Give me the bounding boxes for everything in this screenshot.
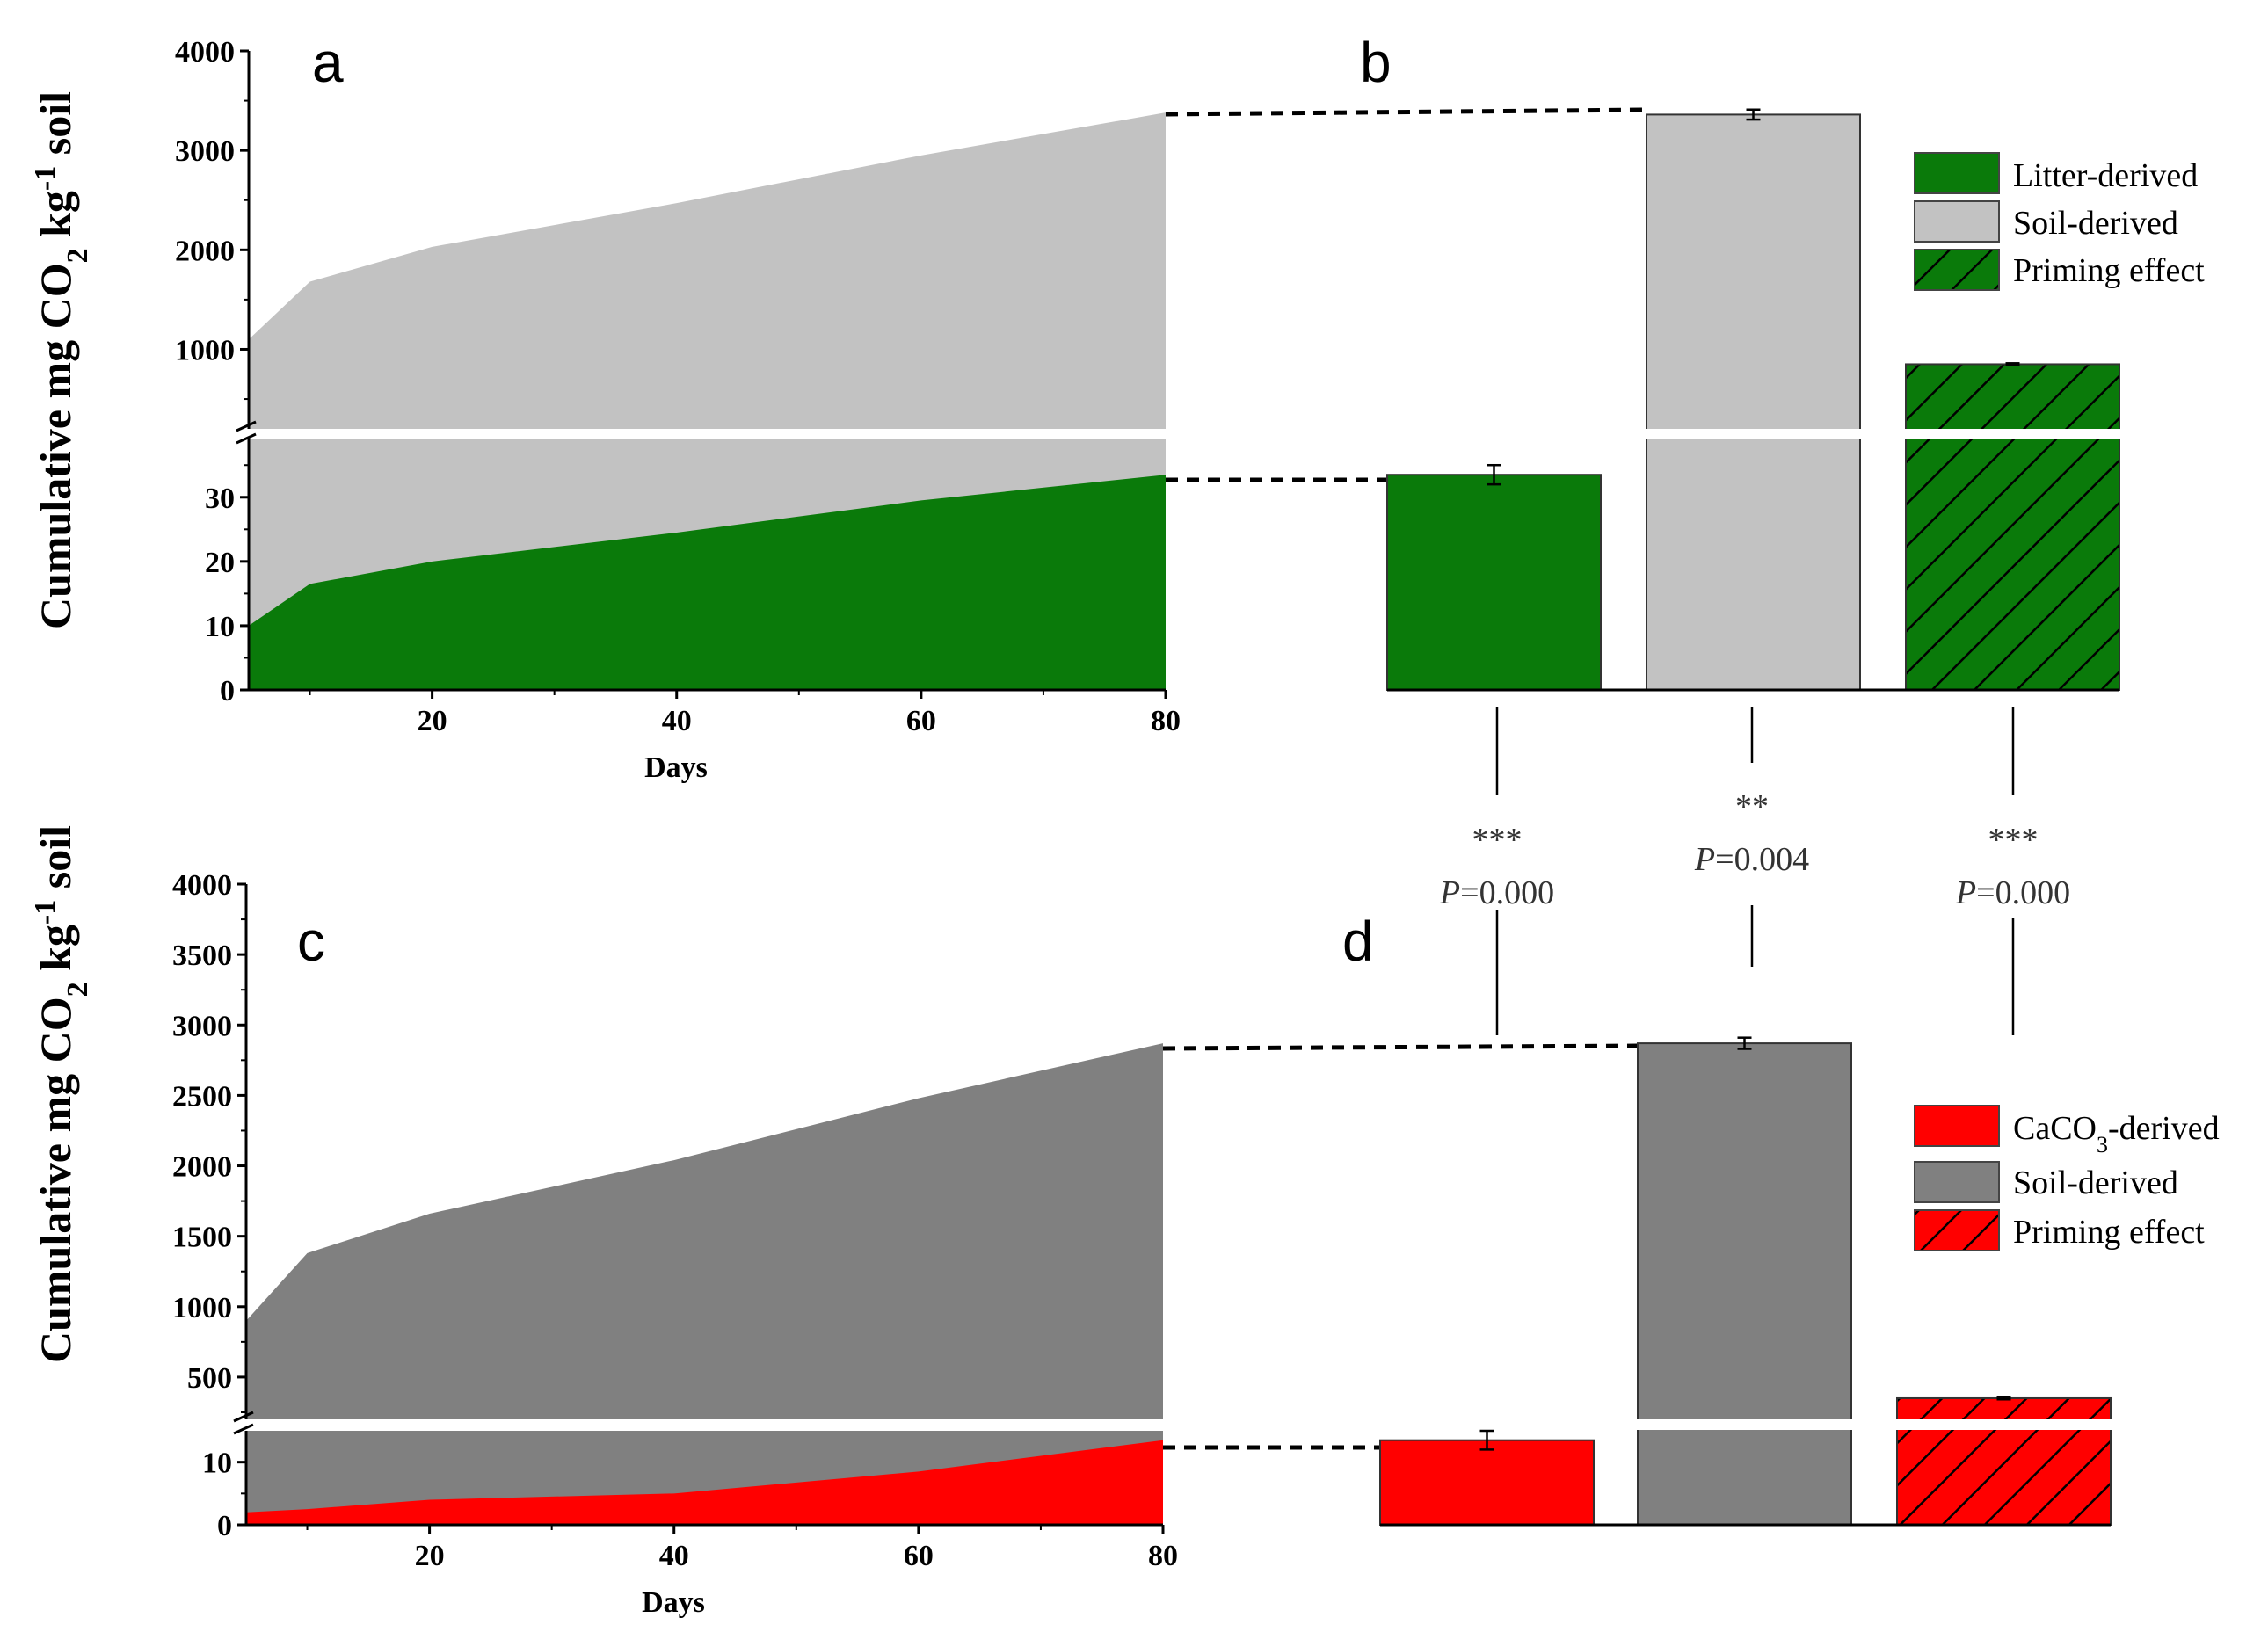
y-axis-label-c: Cumulative mg CO2 kg-1 soil: [29, 825, 94, 1363]
axis-break-mark: [236, 432, 257, 445]
y-tick-label: 0: [220, 675, 235, 707]
x-tick-label: 40: [659, 1540, 689, 1572]
bar-litter-derived: [1386, 474, 1602, 692]
y-tick-label: 4000: [175, 36, 235, 69]
legend-label-soil-d: Soil-derived: [2013, 1164, 2178, 1201]
y-tick-label: 3500: [172, 939, 232, 972]
y-tick-label: 2500: [172, 1080, 232, 1113]
y-tick-label: 1000: [172, 1292, 232, 1324]
connector-dash-b-top: [1165, 107, 1647, 117]
panel-label-a: a: [312, 31, 344, 94]
legend-label-priming-d: Priming effect: [2013, 1214, 2205, 1251]
y-tick-label: 4000: [172, 869, 232, 902]
y-tick-label: 10: [205, 611, 235, 643]
x-axis-label-a: Days: [644, 751, 708, 784]
x-tick-label: 20: [418, 705, 447, 737]
panel-b: b Litter-derived Soil-derived Priming ef…: [1165, 31, 2205, 692]
error-bar: [1479, 1429, 1494, 1451]
x-tick-label: 20: [415, 1540, 445, 1572]
y-tick-label: 2000: [175, 235, 235, 267]
axes-a: 1000 2000 3000 4000 0 10 20 30 20 40 60 80: [175, 36, 1181, 737]
legend-label-priming: Priming effect: [2013, 252, 2205, 289]
legend-b: Litter-derived Soil-derived Priming effe…: [1914, 152, 2205, 291]
bar-break-gap: [1632, 1419, 2116, 1430]
panel-c: 500 1000 1500 2000 2500 3000 3500 4000 0 10 20 40 60…: [29, 825, 1179, 1619]
error-bar: [1737, 1036, 1752, 1050]
y-tick-label: 1000: [175, 334, 235, 366]
axis-break-gap: [231, 429, 1174, 439]
y-tick-label: 10: [202, 1447, 232, 1480]
y-axis-label-a: Cumulative mg CO2 kg-1 soil: [29, 91, 94, 629]
bar-priming-effect-d: [1896, 1396, 2112, 1527]
panel-d: d CaCO3-derived Soil-derived Priming eff…: [1162, 910, 2220, 1527]
y-tick-label: 0: [217, 1510, 232, 1542]
legend-d: CaCO3-derived Soil-derived Priming effec…: [1914, 1105, 2220, 1251]
legend-swatch-soil-d: [1914, 1161, 2000, 1203]
axis-break-mark: [236, 420, 257, 432]
axes-c: 500 1000 1500 2000 2500 3000 3500 4000 0 10 20 40 60…: [172, 869, 1178, 1572]
y-tick-label: 2000: [172, 1151, 232, 1184]
stat-stars-2: **: [1735, 788, 1769, 825]
panel-label-b: b: [1360, 31, 1392, 94]
stat-stars-1: ***: [1472, 822, 1523, 859]
axis-break-mark: [233, 1411, 254, 1423]
caco3-derived-area: [246, 1440, 1163, 1525]
y-tick-label: 500: [187, 1362, 232, 1395]
x-tick-label: 60: [904, 1540, 934, 1572]
x-tick-label: 80: [1151, 705, 1181, 737]
error-bar: [1746, 108, 1761, 121]
axis-break-mark: [233, 1423, 254, 1435]
legend-label-litter: Litter-derived: [2013, 157, 2198, 194]
y-tick-label: 1500: [172, 1222, 232, 1254]
legend-label-caco3: CaCO3-derived: [2013, 1110, 2220, 1157]
litter-derived-area: [249, 475, 1166, 690]
soil-derived-area-upper: [249, 112, 1166, 429]
bar-priming-effect: [1905, 363, 2120, 691]
bar-caco3-derived: [1379, 1439, 1595, 1526]
legend-swatch-litter: [1914, 152, 2000, 194]
stat-p-3: P=0.000: [1955, 874, 2070, 911]
stat-stars-3: ***: [1988, 822, 2039, 859]
legend-swatch-caco3: [1914, 1105, 2000, 1147]
panel-label-d: d: [1342, 910, 1374, 973]
error-bar: [1487, 463, 1501, 486]
x-axis-label-c: Days: [642, 1586, 705, 1619]
significance-annotations: *** P=0.000 ** P=0.004 *** P=0.000: [1439, 707, 2070, 1035]
stat-p-1: P=0.000: [1439, 874, 1554, 911]
panel-a: 1000 2000 3000 4000 0 10 20 30 20 40 60 80 Cumulati…: [29, 31, 1181, 784]
y-tick-label: 20: [205, 547, 235, 579]
stat-p-2: P=0.004: [1694, 841, 1809, 878]
bar-soil-derived-d: [1637, 1042, 1852, 1527]
axis-break-gap: [229, 1419, 1172, 1430]
soil-derived-area-upper-c: [246, 1043, 1163, 1419]
bar-soil-derived: [1646, 113, 1861, 691]
y-tick-label: 3000: [175, 135, 235, 168]
bar-break-gap: [1641, 429, 2125, 439]
x-tick-label: 80: [1148, 1540, 1178, 1572]
connector-dash-d-top: [1162, 1043, 1639, 1051]
legend-swatch-priming: [1914, 249, 2000, 291]
y-tick-label: 3000: [172, 1010, 232, 1042]
x-tick-label: 40: [662, 705, 692, 737]
error-bar: [2005, 362, 2020, 366]
legend-swatch-priming-d: [1914, 1209, 2000, 1251]
y-tick-label: 30: [205, 482, 235, 515]
legend-label-soil: Soil-derived: [2013, 205, 2178, 242]
x-tick-label: 60: [906, 705, 936, 737]
panel-label-c: c: [297, 910, 325, 973]
legend-swatch-soil: [1914, 200, 2000, 243]
error-bar: [1996, 1396, 2011, 1401]
